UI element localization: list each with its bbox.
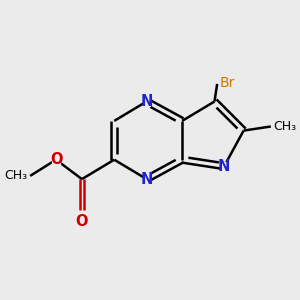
Text: Br: Br <box>219 76 235 90</box>
Bar <box>143 175 150 184</box>
Text: N: N <box>218 159 230 174</box>
Bar <box>143 97 150 106</box>
Text: N: N <box>140 94 153 109</box>
Text: N: N <box>140 172 153 187</box>
Bar <box>221 162 228 171</box>
Text: CH₃: CH₃ <box>4 169 28 182</box>
Text: CH₃: CH₃ <box>273 120 296 133</box>
Text: O: O <box>50 152 62 167</box>
Text: O: O <box>76 214 88 229</box>
Bar <box>52 155 60 164</box>
